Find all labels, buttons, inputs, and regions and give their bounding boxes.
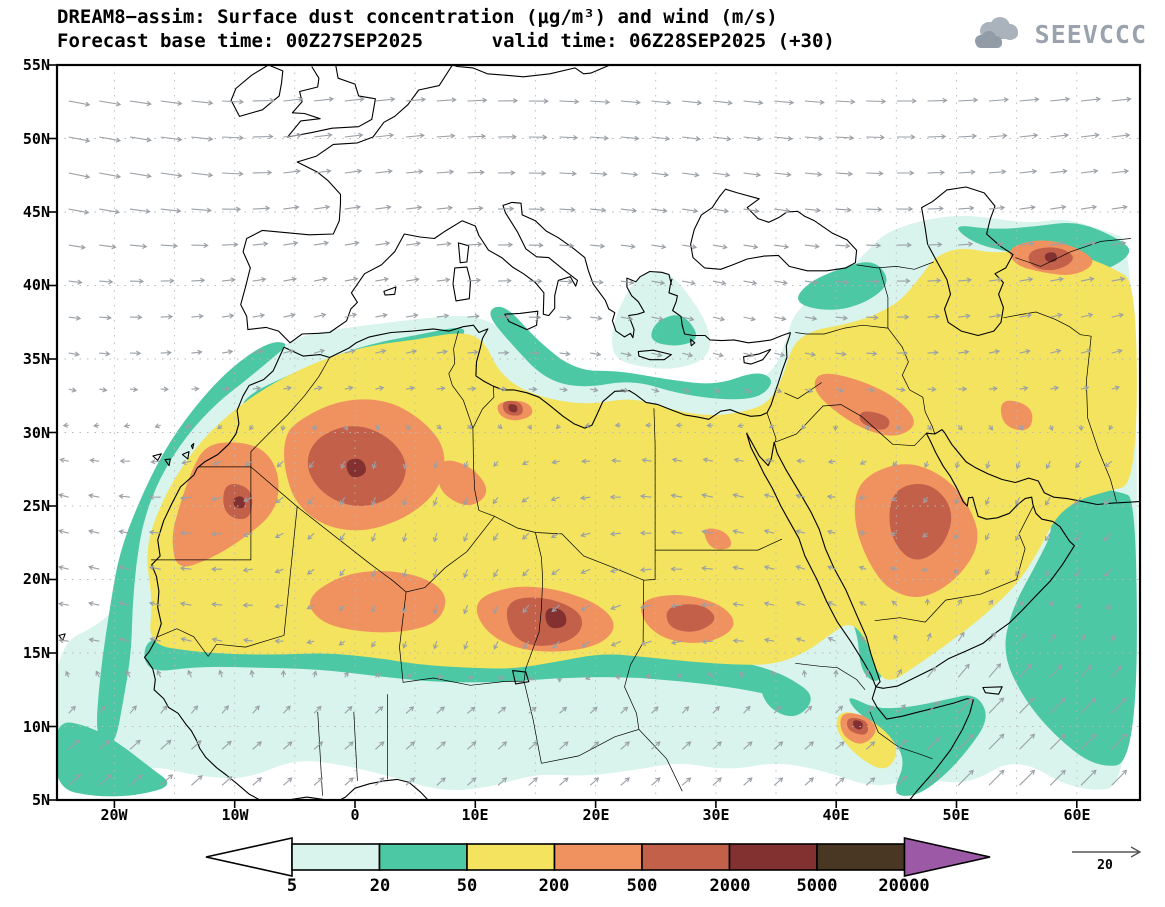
x-axis-label: 30E	[702, 806, 730, 824]
legend-color-cell	[553, 843, 643, 871]
legend-colorbar	[205, 837, 991, 877]
plot-subtitle: Forecast base time: 00Z27SEP2025 valid t…	[57, 30, 835, 52]
legend-color-cell	[466, 843, 556, 871]
y-axis-label: 45N	[22, 203, 50, 221]
y-axis-label: 25N	[22, 497, 50, 515]
legend-tick-label: 20	[369, 876, 391, 896]
y-axis-label: 5N	[31, 791, 50, 809]
legend-underflow-arrow	[205, 837, 293, 877]
legend-overflow-arrow	[903, 837, 991, 877]
cloud-icon	[974, 17, 1018, 48]
legend-tick-label: 5	[286, 876, 298, 896]
legend-tick-label: 5000	[796, 876, 838, 896]
y-axis-label: 40N	[22, 276, 50, 294]
x-axis-label: 60E	[1063, 806, 1091, 824]
logo-text: SEEVCCC	[1034, 19, 1147, 49]
y-axis-label: 55N	[22, 56, 50, 74]
wind-reference-label: 20	[1097, 858, 1113, 873]
y-axis-label: 20N	[22, 570, 50, 588]
legend-color-cell	[291, 843, 381, 871]
legend-color-cell	[816, 843, 906, 871]
wind-arrows	[58, 96, 1132, 786]
country-borders	[151, 238, 1131, 796]
x-axis-label: 10W	[221, 806, 249, 824]
y-axis-label: 50N	[22, 130, 50, 148]
plot-title: DREAM8−assim: Surface dust concentration…	[57, 6, 778, 28]
seevccc-logo: SEEVCCC	[969, 16, 1147, 52]
y-axis-label: 10N	[22, 718, 50, 736]
legend-tick-label: 20000	[878, 876, 930, 896]
graticule	[57, 65, 1140, 800]
x-axis-label: 20W	[100, 806, 128, 824]
y-axis-label: 35N	[22, 350, 50, 368]
legend-color-cell	[728, 843, 818, 871]
legend-tick-label: 500	[626, 876, 658, 896]
x-axis-label: 0	[350, 806, 360, 824]
legend-color-cell	[378, 843, 468, 871]
x-axis-label: 50E	[942, 806, 970, 824]
legend-tick-label: 2000	[709, 876, 751, 896]
wind-reference-arrow-icon	[1072, 846, 1142, 858]
legend-tick-label: 200	[538, 876, 570, 896]
x-axis-label: 20E	[582, 806, 610, 824]
dust-layer	[233, 252, 1057, 730]
map-content	[57, 65, 1140, 800]
x-axis-label: 40E	[822, 806, 850, 824]
coastlines	[58, 65, 1140, 800]
legend-color-cell	[641, 843, 731, 871]
legend-tick-label: 50	[456, 876, 478, 896]
x-axis-label: 10E	[461, 806, 489, 824]
map-frame	[49, 63, 1142, 808]
y-axis-label: 15N	[22, 644, 50, 662]
y-axis-label: 30N	[22, 424, 50, 442]
map-canvas	[49, 63, 1142, 808]
